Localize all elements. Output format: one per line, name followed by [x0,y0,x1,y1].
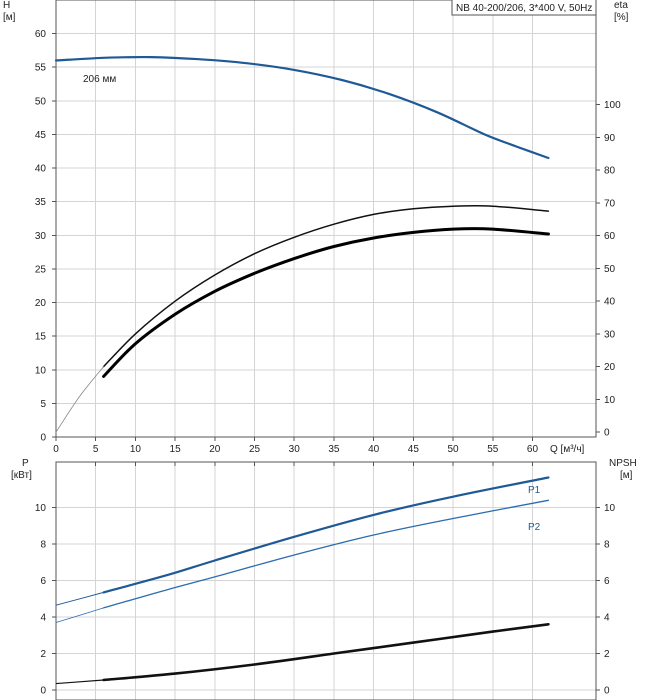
right-tick-label: 70 [604,198,616,209]
series-line-h-extension [55,57,104,61]
x-axis-label: Q [м³/ч] [550,444,585,455]
left-tick-label: 60 [35,29,47,40]
right-tick-label: 60 [604,231,616,242]
x-tick-label: 40 [368,444,380,455]
series-line-h [54,55,550,160]
series-line-npsh-extension [55,679,104,685]
bottom-left-axis-label-2: [кВт] [11,470,32,481]
x-tick-label: 15 [170,444,182,455]
bottom-right-tick-label: 10 [604,503,616,514]
curve-diameter-annotation: 206 мм [83,74,116,85]
series-line-p2-extension [55,607,104,623]
top-plot-frame [55,0,597,438]
bottom-right-tick-label: 0 [604,686,610,697]
bottom-left-tick-label: 8 [40,540,46,551]
power-npsh-panel: 0 2 4 6 8 10 0 2 4 6 8 10 P [кВт] NPSH [м] P1 P2 [11,458,637,700]
series-line-p1 [102,476,550,594]
x-tick-label: 55 [487,444,499,455]
x-tick-label: 5 [93,444,99,455]
right-tick-label: 30 [604,329,616,340]
chart-title: NB 40-200/206, 3*400 V, 50Hz [456,3,592,14]
series-line-eta [102,204,550,368]
series-line-eta-hydraulic [102,227,550,378]
left-tick-label: 25 [35,264,47,275]
bottom-ticks: 0 2 4 6 8 10 0 2 4 6 8 10 [35,462,616,697]
bottom-grid [55,462,596,700]
top-grid [55,0,596,438]
series-line-eta-extension [55,366,104,433]
x-tick-label: 25 [249,444,261,455]
series-label-p1: P1 [528,485,541,496]
bottom-left-tick-label: 0 [40,686,46,697]
bottom-left-tick-label: 2 [40,649,46,660]
bottom-left-axis-label-1: P [22,458,29,469]
bottom-left-tick-label: 4 [40,613,46,624]
series-line-p1-extension [55,591,104,606]
series-line-npsh [102,623,550,682]
left-tick-label: 20 [35,298,47,309]
x-tick-label: 45 [408,444,420,455]
right-tick-label: 100 [604,100,621,111]
right-tick-label: 80 [604,166,616,177]
left-tick-label: 15 [35,332,47,343]
right-tick-label: 10 [604,395,616,406]
top-series [54,55,550,433]
left-tick-label: 55 [35,63,47,74]
bottom-right-axis-label-2: [м] [620,470,633,481]
title-box [451,0,597,16]
x-tick-label: 30 [289,444,301,455]
left-tick-label: 0 [40,433,46,444]
left-tick-label: 40 [35,164,47,175]
left-tick-label: 45 [35,130,47,141]
top-ticks: 0 5 10 15 20 25 30 35 40 45 50 55 60 0 5 10 15 20 25 30 35 40… [35,29,621,455]
series-label-p2: P2 [528,522,541,533]
bottom-right-tick-label: 4 [604,613,610,624]
right-tick-label: 90 [604,133,616,144]
right-tick-label: 50 [604,264,616,275]
bottom-right-axis-label-1: NPSH [609,458,637,469]
bottom-series [55,476,550,685]
top-right-axis-label-2: [%] [614,12,629,23]
right-tick-label: 0 [604,428,610,439]
x-tick-label: 60 [527,444,539,455]
right-tick-label: 20 [604,362,616,373]
x-tick-label: 20 [209,444,221,455]
bottom-left-tick-label: 10 [35,503,47,514]
top-left-axis-label-2: [м] [3,12,16,23]
right-tick-label: 40 [604,297,616,308]
left-tick-label: 5 [40,399,46,410]
left-tick-label: 35 [35,197,47,208]
head-efficiency-panel: 0 5 10 15 20 25 30 35 40 45 50 55 60 0 5 10 15 20 25 30 35 40… [3,0,629,455]
top-right-axis-label-1: eta [614,0,628,11]
left-tick-label: 50 [35,96,47,107]
x-tick-label: 50 [447,444,459,455]
x-tick-label: 10 [130,444,142,455]
bottom-left-tick-label: 6 [40,576,46,587]
top-left-axis-label-1: H [3,0,10,11]
x-tick-label: 0 [53,444,59,455]
bottom-right-tick-label: 8 [604,540,610,551]
x-tick-label: 35 [328,444,340,455]
bottom-right-tick-label: 2 [604,649,610,660]
left-tick-label: 10 [35,365,47,376]
series-line-p2 [102,499,550,609]
left-tick-label: 30 [35,231,47,242]
bottom-right-tick-label: 6 [604,576,610,587]
